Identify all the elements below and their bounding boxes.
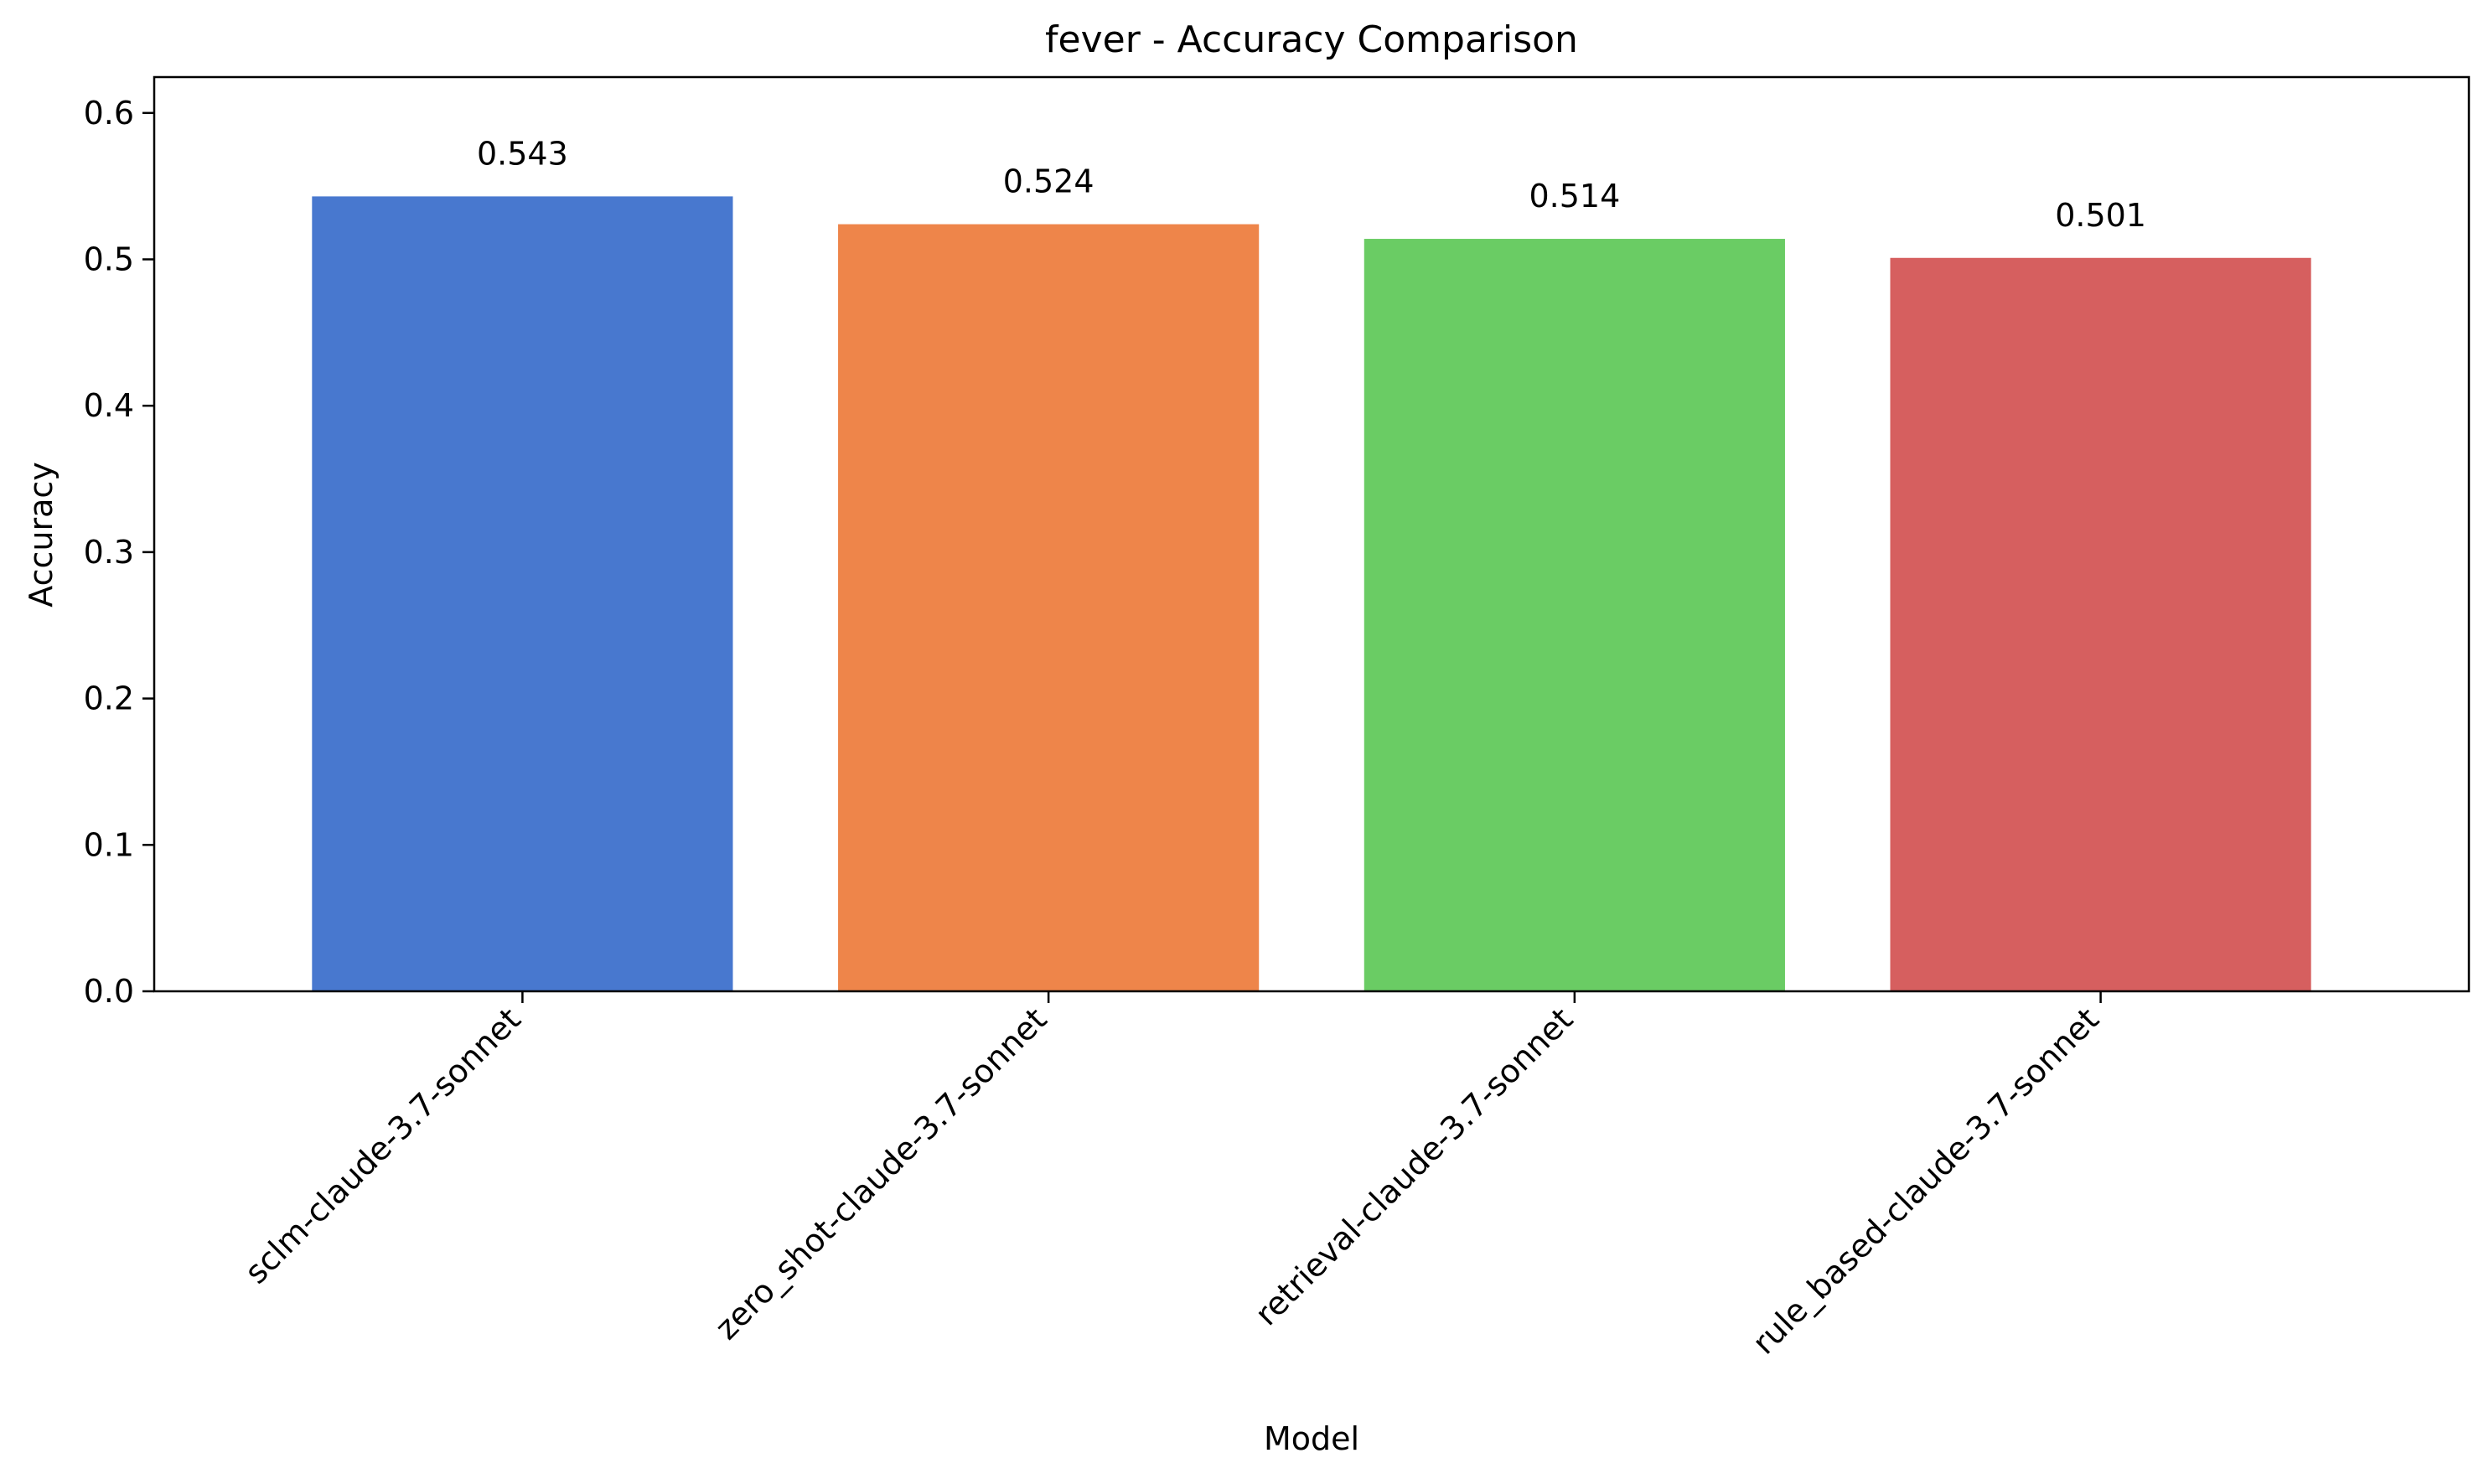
bars-layer (312, 196, 2311, 992)
bar-value-label: 0.514 (1529, 178, 1620, 215)
bar-4 (1890, 257, 2311, 991)
y-tick-label: 0.6 (84, 95, 134, 132)
y-axis: 0.0 0.1 0.2 0.3 0.4 0.5 0.6 (84, 95, 154, 1010)
y-tick-label: 0.5 (84, 241, 134, 278)
y-tick-label: 0.0 (84, 973, 134, 1010)
bar-value-label: 0.524 (1003, 163, 1094, 200)
x-axis-label: Model (1264, 1420, 1359, 1457)
bar-3 (1364, 239, 1785, 992)
y-tick-label: 0.3 (84, 534, 134, 571)
chart-title: fever - Accuracy Comparison (1045, 18, 1578, 61)
y-tick-label: 0.4 (84, 387, 134, 424)
bar-value-label: 0.543 (477, 135, 568, 172)
bar-1 (312, 196, 733, 991)
y-tick-label: 0.1 (84, 826, 134, 863)
value-labels-layer: 0.543 0.524 0.514 0.501 (477, 135, 2146, 233)
y-axis-label: Accuracy (23, 462, 60, 608)
plot-frame (153, 75, 2471, 993)
bar-value-label: 0.501 (2055, 197, 2146, 234)
y-tick-label: 0.2 (84, 680, 134, 717)
bar-2 (838, 224, 1260, 992)
